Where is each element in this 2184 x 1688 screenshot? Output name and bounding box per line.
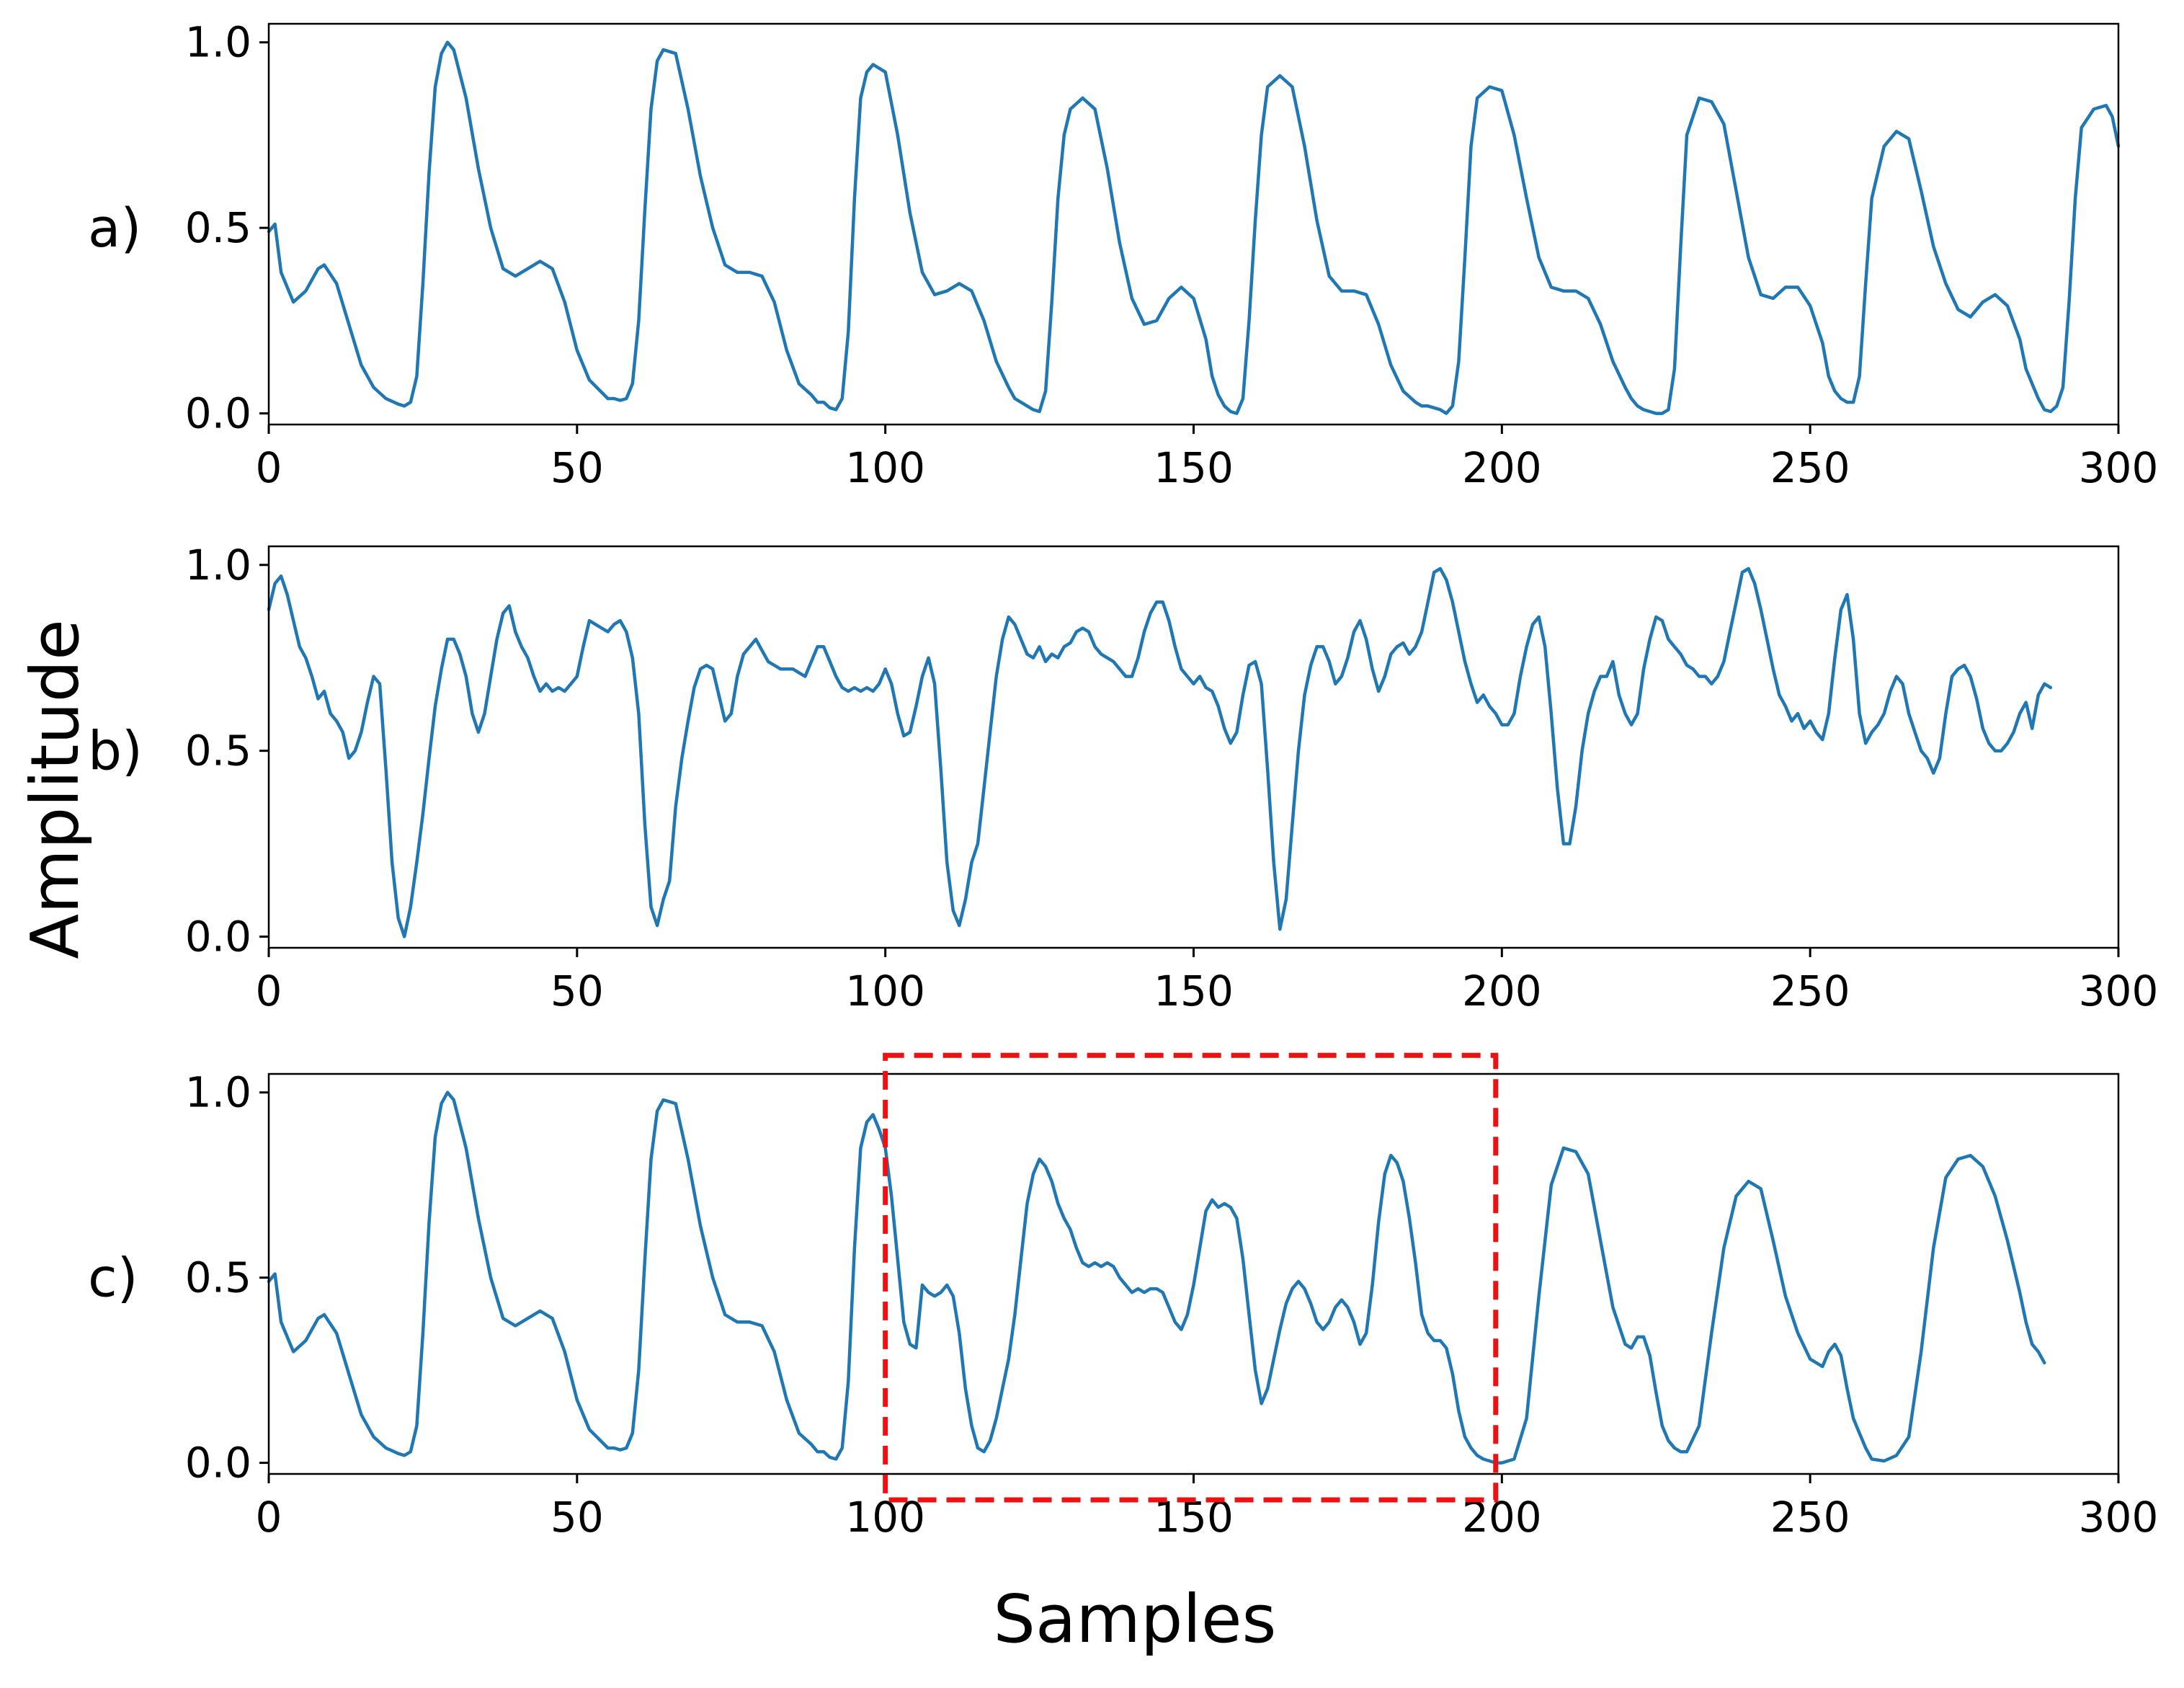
x-tick-label: 50	[551, 1493, 604, 1542]
y-tick-label: 0.5	[185, 203, 251, 252]
y-tick-label: 0.0	[185, 912, 251, 961]
panel-clean-signal: 0 50 100 150 200 250 300 0.0 0.5 1.0 a)	[88, 18, 2158, 492]
x-tick-label: 250	[1770, 1493, 1850, 1542]
x-tick-label: 0	[256, 967, 282, 1016]
highlight-box	[883, 1052, 1499, 1503]
y-tick-label: 1.0	[185, 1068, 251, 1117]
y-axis-title: Amplitude	[17, 619, 94, 959]
y-tick-label: 0.0	[185, 1439, 251, 1488]
x-tick-label: 250	[1770, 967, 1850, 1016]
x-tick-label: 0	[256, 1493, 282, 1542]
y-tick-label: 0.5	[185, 727, 251, 776]
panel-label: a)	[88, 197, 141, 259]
x-tick-label: 300	[2079, 443, 2159, 492]
x-tick-label: 100	[845, 443, 925, 492]
series-line-a	[267, 40, 2121, 415]
x-tick-label: 100	[845, 967, 925, 1016]
x-tick-label: 200	[1462, 443, 1542, 492]
x-tick-label: 200	[1462, 967, 1542, 1016]
x-tick-label: 50	[551, 967, 604, 1016]
x-tick-label: 100	[845, 1493, 925, 1542]
x-tick-label: 300	[2079, 967, 2159, 1016]
panels: 0 50 100 150 200 250 300 0.0 0.5 1.0 a) 0 50 100 150 20…	[88, 18, 2158, 1542]
y-tick-label: 1.0	[185, 18, 251, 67]
x-tick-label: 0	[256, 443, 282, 492]
y-tick-label: 0.5	[185, 1253, 251, 1302]
y-tick-label: 0.0	[185, 389, 251, 438]
x-tick-label: 250	[1770, 443, 1850, 492]
axes-frame	[267, 22, 2120, 426]
panel-noise-signal: 0 50 100 150 200 250 300 0.0 0.5 1.0 b)	[88, 541, 2158, 1016]
x-axis-title: Samples	[994, 1581, 1277, 1658]
series-line-c	[267, 1090, 2046, 1465]
panel-label: b)	[88, 721, 143, 783]
x-tick-label: 150	[1154, 443, 1234, 492]
axes-frame	[267, 1072, 2120, 1475]
panel-label: c)	[88, 1248, 138, 1310]
x-tick-label: 300	[2079, 1493, 2159, 1542]
x-tick-label: 50	[551, 443, 604, 492]
series-line-b	[267, 567, 2053, 938]
x-tick-label: 150	[1154, 967, 1234, 1016]
y-tick-label: 1.0	[185, 541, 251, 590]
